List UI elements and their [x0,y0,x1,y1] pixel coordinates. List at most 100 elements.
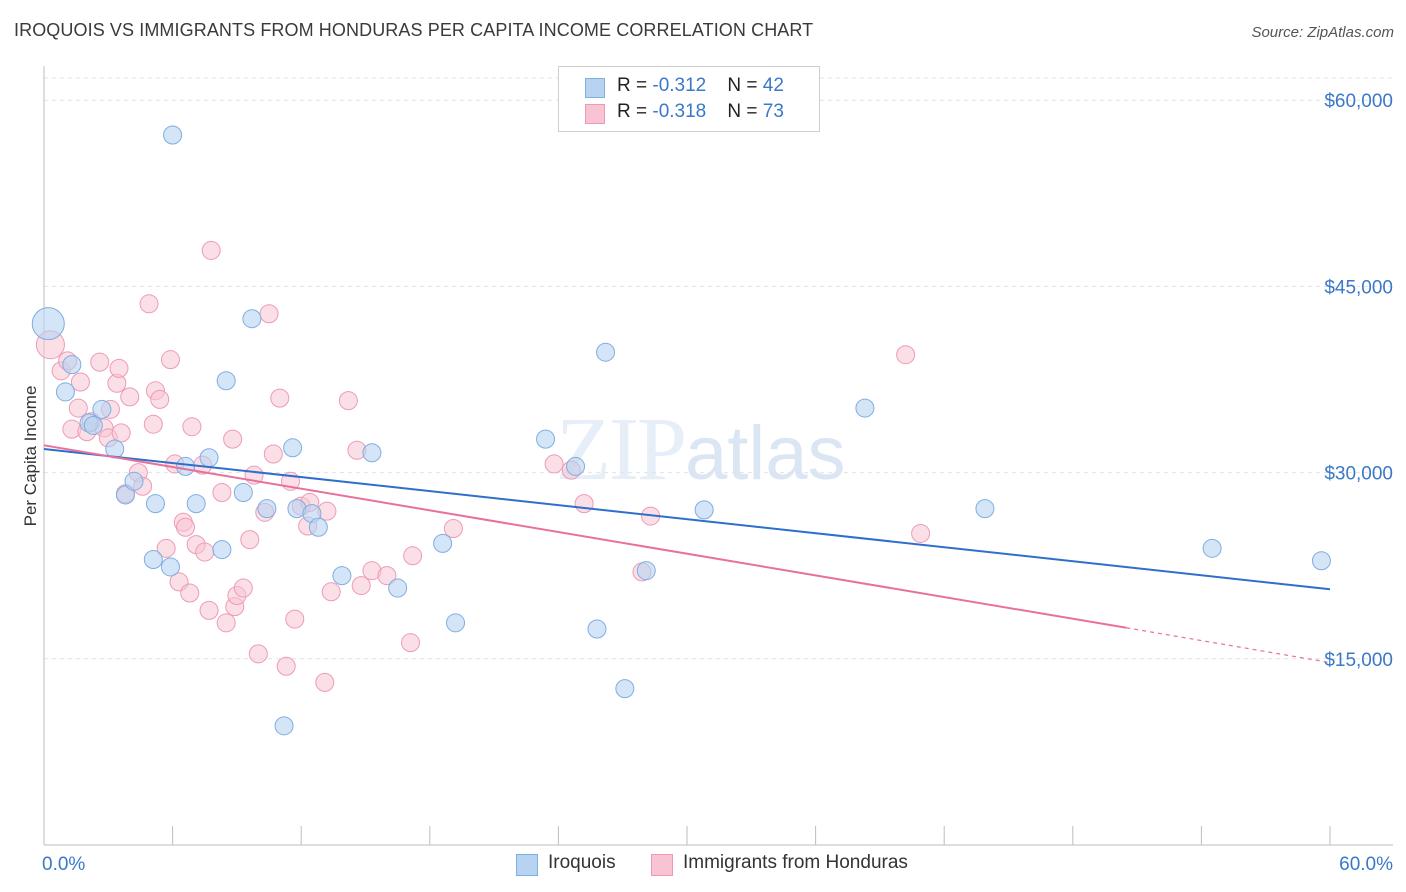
axes [43,66,1393,846]
point-iroquois [115,485,135,505]
point-iroquois [536,429,556,449]
point-iroquois [92,399,112,419]
legend-stats-iroquois: R = -0.312 N = 42 [617,75,784,97]
point-iroquois [83,415,103,435]
point-iroquois [615,679,635,699]
trend-line-honduras [43,444,1127,629]
r-value: -0.312 [652,75,707,96]
trend-lines [43,444,1331,664]
point-iroquois [274,716,294,736]
watermark-zip: ZIP [556,400,687,499]
point-honduras [544,454,564,474]
point-honduras [139,294,159,314]
point-honduras [321,582,341,602]
point-honduras [574,494,594,514]
n-label: N = [727,101,763,122]
point-honduras [70,372,90,392]
bottom-legend-swatch-pink [651,854,673,876]
point-honduras [401,633,421,653]
point-iroquois [186,494,206,514]
point-honduras [240,530,260,550]
point-honduras [150,389,170,409]
point-honduras [160,350,180,370]
bottom-legend-label: Iroquois [548,852,616,873]
n-value: 73 [762,101,784,122]
point-iroquois [257,499,277,519]
point-iroquois [212,540,232,560]
point-honduras [68,398,88,418]
point-iroquois [694,500,714,520]
point-iroquois [566,456,586,476]
point-honduras [156,538,176,558]
point-honduras [212,482,232,502]
point-iroquois [175,456,195,476]
point-honduras [233,578,253,598]
y-tick-label: $15,000 [1324,650,1393,671]
y-axis-title: Per Capita Income [21,386,40,527]
point-iroquois [62,355,82,375]
point-iroquois [233,482,253,502]
point-iroquois [145,494,165,514]
legend-swatch-blue [585,78,605,98]
y-tick-label: $45,000 [1324,277,1393,298]
point-honduras [199,600,219,620]
bottom-legend-label: Immigrants from Honduras [683,852,908,873]
point-honduras [216,613,236,633]
grid-lines [44,77,1393,660]
x-tick-label-min: 0.0% [42,854,85,875]
point-honduras [315,672,335,692]
y-tick-label: $30,000 [1324,464,1393,485]
axis-labels: $15,000 $30,000 $45,000 $60,000 0.0% 60.0% Per… [21,91,1393,875]
point-iroquois [855,398,875,418]
point-iroquois [143,550,163,570]
point-honduras [377,566,397,586]
chart-source: Source: ZipAtlas.com [1251,24,1394,41]
trend-line-honduras-extrapolated [1126,627,1331,664]
point-honduras [180,583,200,603]
point-honduras [351,576,371,596]
n-value: 42 [762,75,784,96]
point-honduras [109,358,129,378]
series-iroquois-points [31,125,1331,736]
point-iroquois [587,619,607,639]
point-honduras [259,304,279,324]
point-iroquois [163,125,183,145]
x-tick-label-max: 60.0% [1339,854,1393,875]
n-label: N = [727,75,763,96]
point-iroquois [55,382,75,402]
r-label: R = [617,75,653,96]
point-honduras [223,429,243,449]
point-iroquois [446,613,466,633]
point-honduras [175,517,195,537]
point-iroquois [308,517,328,537]
point-honduras [896,345,916,365]
watermark: ZIPatlas [556,398,846,501]
point-iroquois [242,309,262,329]
point-honduras [911,523,931,543]
point-honduras [195,542,215,562]
point-honduras [276,656,296,676]
point-iroquois [332,566,352,586]
point-iroquois [283,438,303,458]
r-label: R = [617,101,653,122]
point-iroquois [975,499,995,519]
point-iroquois [433,533,453,553]
point-honduras [443,518,463,538]
point-honduras [143,414,163,434]
point-honduras [111,423,131,443]
chart-title: IROQUOIS VS IMMIGRANTS FROM HONDURAS PER… [14,20,814,40]
point-iroquois [1311,551,1331,571]
point-honduras [403,546,423,566]
r-value: -0.318 [652,101,707,122]
legend-swatch-pink [585,104,605,124]
point-iroquois [31,307,65,341]
point-iroquois [124,471,144,491]
point-honduras [285,609,305,629]
point-honduras [90,352,110,372]
point-iroquois [160,557,180,577]
watermark-atlas: atlas [685,411,846,496]
bottom-legend-swatch-blue [516,854,538,876]
point-honduras [120,387,140,407]
point-honduras [263,444,283,464]
